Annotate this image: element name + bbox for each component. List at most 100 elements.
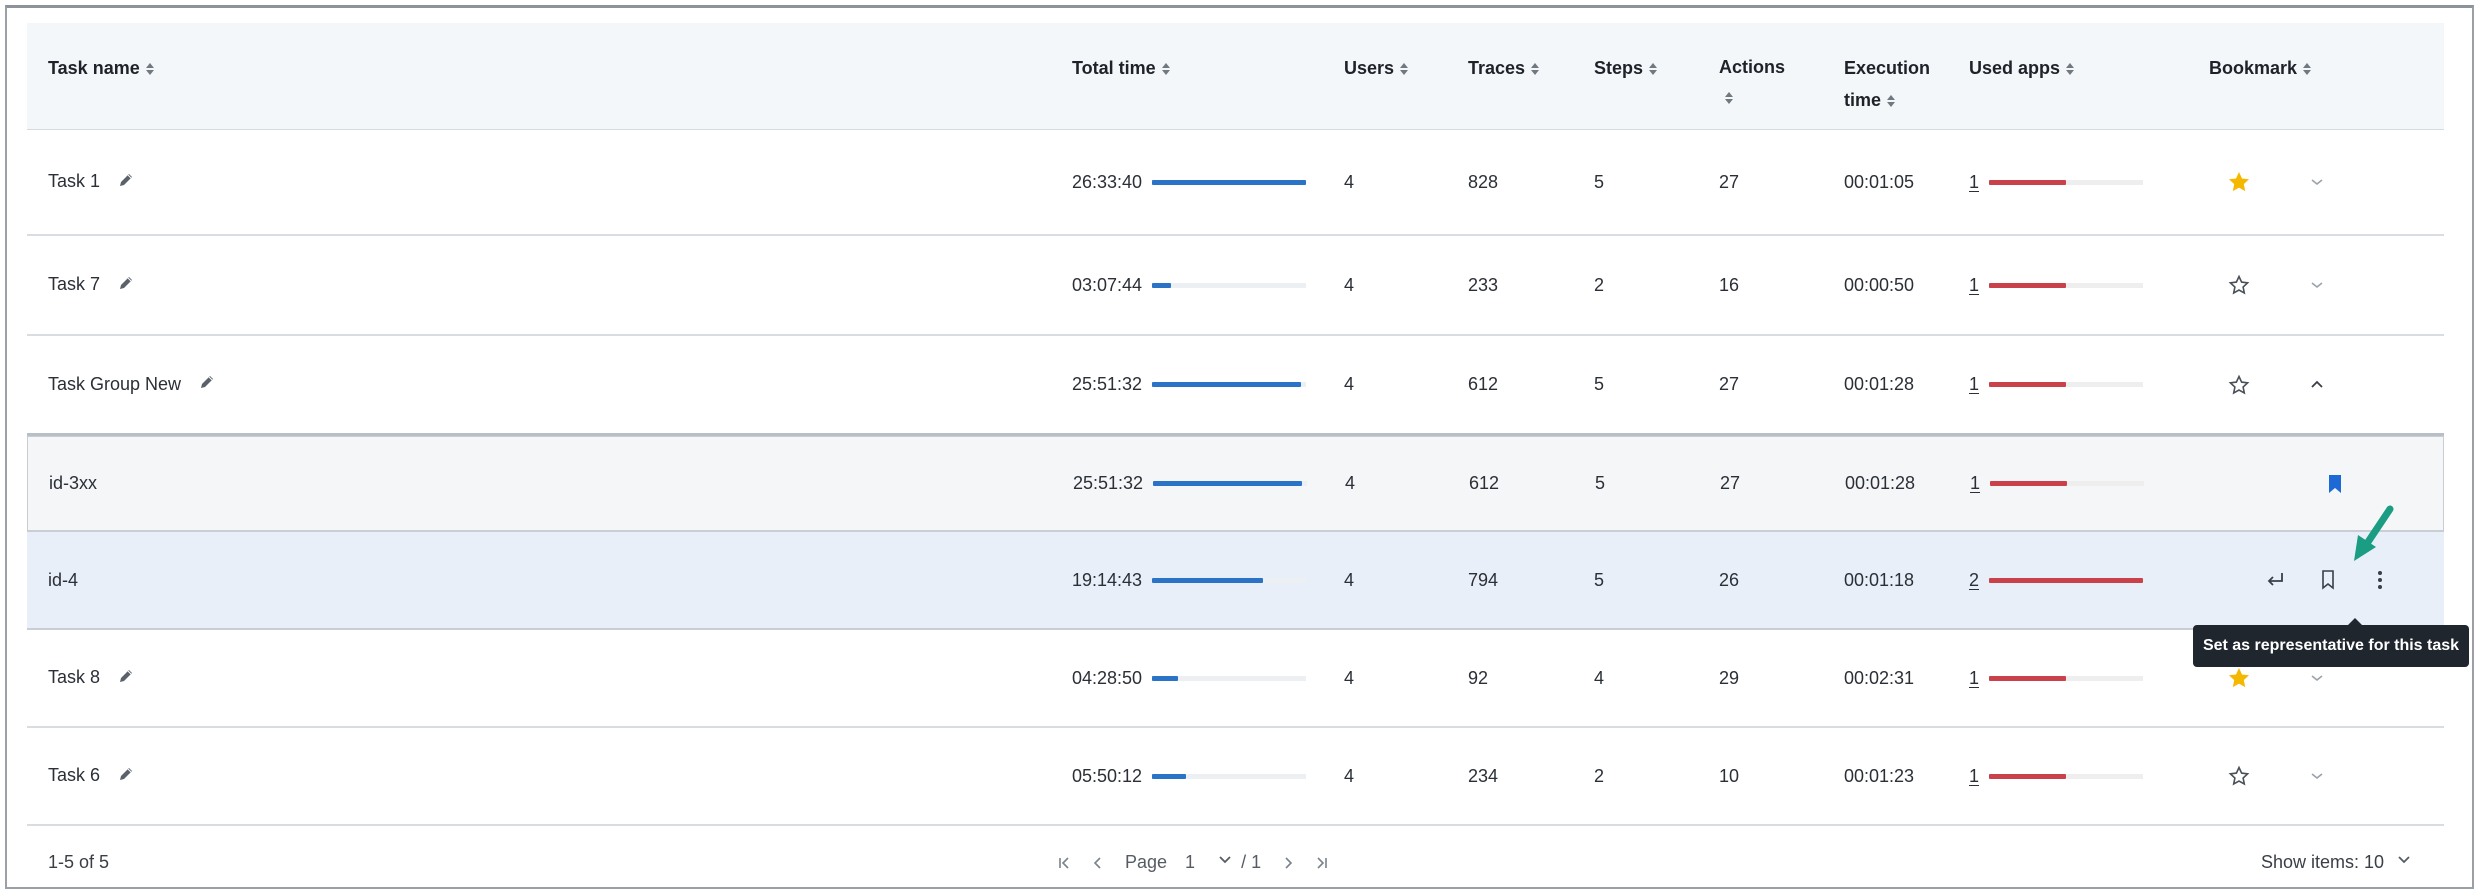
bookmark-cell xyxy=(2209,630,2464,726)
steps-cell: 2 xyxy=(1594,274,1605,295)
prev-page-icon[interactable] xyxy=(1081,856,1115,870)
task-name[interactable]: id-3xx xyxy=(49,473,98,493)
pencil-icon[interactable] xyxy=(118,275,134,296)
task-name-cell: Task 1 xyxy=(27,171,1072,193)
bookmark-icon[interactable] xyxy=(2325,473,2345,495)
table-row[interactable]: id-4 19:14:43 4 794 5 26 00:01:18 2 xyxy=(27,532,2444,630)
column-header-total-time[interactable]: Total time xyxy=(1072,23,1344,84)
users-cell: 4 xyxy=(1344,171,1355,192)
task-name[interactable]: Task 6 xyxy=(48,765,101,786)
execution-time-cell: 00:01:28 xyxy=(1844,374,1915,394)
table-row[interactable]: Task 7 03:07:44 4 233 2 16 00:00:50 1 xyxy=(27,236,2444,336)
used-apps-bar xyxy=(1989,179,2144,185)
sort-icon[interactable] xyxy=(1725,92,1733,105)
used-apps-link[interactable]: 2 xyxy=(1969,569,1980,590)
chevron-down-icon[interactable] xyxy=(2309,768,2325,784)
actions-cell: 16 xyxy=(1719,274,1740,295)
total-time-cell: 03:07:44 xyxy=(1072,275,1344,296)
task-name[interactable]: Task 1 xyxy=(48,171,101,192)
page-total: / 1 xyxy=(1241,852,1262,872)
column-header-execution-time[interactable]: Execution time xyxy=(1844,58,1931,110)
task-name[interactable]: Task Group New xyxy=(48,373,182,394)
sort-icon[interactable] xyxy=(2303,63,2312,76)
pencil-icon[interactable] xyxy=(118,668,134,689)
pencil-icon[interactable] xyxy=(118,766,134,787)
bookmark-cell xyxy=(2209,728,2464,824)
column-header-steps[interactable]: Steps xyxy=(1594,23,1719,84)
sort-icon[interactable] xyxy=(1531,63,1540,76)
show-items-select[interactable]: Show items: 10 xyxy=(2261,852,2412,873)
execution-time-cell: 00:02:31 xyxy=(1844,667,1915,688)
pencil-icon[interactable] xyxy=(199,374,215,395)
column-header-task-name[interactable]: Task name xyxy=(27,23,1072,84)
table-row[interactable]: id-3xx 25:51:32 4 612 5 27 00:01:28 1 xyxy=(27,436,2444,532)
return-icon[interactable] xyxy=(2264,570,2286,590)
sort-icon[interactable] xyxy=(1400,63,1409,76)
task-name-cell: id-3xx xyxy=(28,473,1073,494)
used-apps-link[interactable]: 1 xyxy=(1969,667,1980,688)
used-apps-link[interactable]: 1 xyxy=(1969,374,1980,394)
page-select[interactable]: 1 xyxy=(1185,852,1196,872)
column-header-actions[interactable]: Actions xyxy=(1719,23,1844,112)
traces-cell: 92 xyxy=(1468,667,1489,688)
sort-icon[interactable] xyxy=(1161,63,1170,76)
bookmark-icon[interactable] xyxy=(2318,569,2338,591)
chevron-down-icon xyxy=(2396,852,2412,873)
annotation-arrow-icon xyxy=(2354,505,2394,561)
last-page-icon[interactable] xyxy=(1305,856,1339,870)
used-apps-link[interactable]: 1 xyxy=(1969,171,1980,192)
task-name[interactable]: id-4 xyxy=(48,569,79,590)
chevron-down-icon[interactable] xyxy=(2309,277,2325,293)
star-icon[interactable] xyxy=(2227,373,2251,397)
sort-icon[interactable] xyxy=(2066,63,2075,76)
total-time: 03:07:44 xyxy=(1072,274,1143,295)
column-header-used-apps[interactable]: Used apps xyxy=(1969,23,2209,84)
used-apps-cell: 1 xyxy=(1969,766,2209,787)
more-vertical-icon[interactable] xyxy=(2376,569,2384,591)
first-page-icon[interactable] xyxy=(1047,856,1081,870)
pencil-icon[interactable] xyxy=(118,172,134,193)
used-apps-link[interactable]: 1 xyxy=(1970,473,1981,493)
used-apps-bar xyxy=(1989,577,2144,583)
star-icon[interactable] xyxy=(2227,764,2251,788)
steps-cell: 5 xyxy=(1594,171,1605,192)
traces-cell: 233 xyxy=(1468,274,1499,295)
chevron-up-icon[interactable] xyxy=(2309,377,2325,393)
table-footer: 1-5 of 5 Page 1 / 1 Show items: 10 xyxy=(27,826,2444,894)
used-apps-cell: 1 xyxy=(1969,374,2209,395)
traces-cell: 612 xyxy=(1468,374,1499,394)
used-apps-link[interactable]: 1 xyxy=(1969,274,1980,295)
chevron-down-icon[interactable] xyxy=(1217,852,1233,873)
used-apps-cell: 2 xyxy=(1969,570,2209,591)
used-apps-link[interactable]: 1 xyxy=(1969,765,1980,786)
column-header-traces[interactable]: Traces xyxy=(1468,23,1594,84)
task-name[interactable]: Task 8 xyxy=(48,667,101,688)
users-cell: 4 xyxy=(1344,374,1355,394)
column-header-bookmark[interactable]: Bookmark xyxy=(2209,23,2464,84)
table-row[interactable]: Task 8 04:28:50 4 92 4 29 00:02:31 1 xyxy=(27,630,2444,728)
column-header-users[interactable]: Users xyxy=(1344,23,1468,84)
sort-icon[interactable] xyxy=(1649,63,1658,76)
table-row[interactable]: Task 6 05:50:12 4 234 2 10 00:01:23 1 xyxy=(27,728,2444,826)
star-icon[interactable] xyxy=(2227,666,2251,690)
star-icon[interactable] xyxy=(2227,170,2251,194)
chevron-down-icon[interactable] xyxy=(2309,670,2325,686)
table-row-group[interactable]: Task Group New 25:51:32 4 612 5 27 00:01:28 1 xyxy=(27,336,2444,436)
star-icon[interactable] xyxy=(2227,273,2251,297)
sort-icon[interactable] xyxy=(1887,95,1896,108)
used-apps-cell: 1 xyxy=(1969,275,2209,296)
table-row[interactable]: Task 1 26:33:40 4 828 5 27 00:01:05 1 xyxy=(27,130,2444,236)
actions-cell: 27 xyxy=(1720,473,1741,493)
page-label: Page xyxy=(1125,852,1168,872)
pagination-count: 1-5 of 5 xyxy=(48,852,110,872)
used-apps-cell: 1 xyxy=(1969,668,2209,689)
task-name[interactable]: Task 7 xyxy=(48,274,101,295)
chevron-down-icon[interactable] xyxy=(2309,174,2325,190)
execution-time-cell: 00:01:05 xyxy=(1844,171,1915,192)
sort-icon[interactable] xyxy=(145,63,154,76)
used-apps-cell: 1 xyxy=(1970,473,2210,494)
bookmark-cell xyxy=(2210,437,2465,530)
traces-cell: 234 xyxy=(1468,765,1499,786)
next-page-icon[interactable] xyxy=(1271,856,1305,870)
users-cell: 4 xyxy=(1345,473,1356,493)
